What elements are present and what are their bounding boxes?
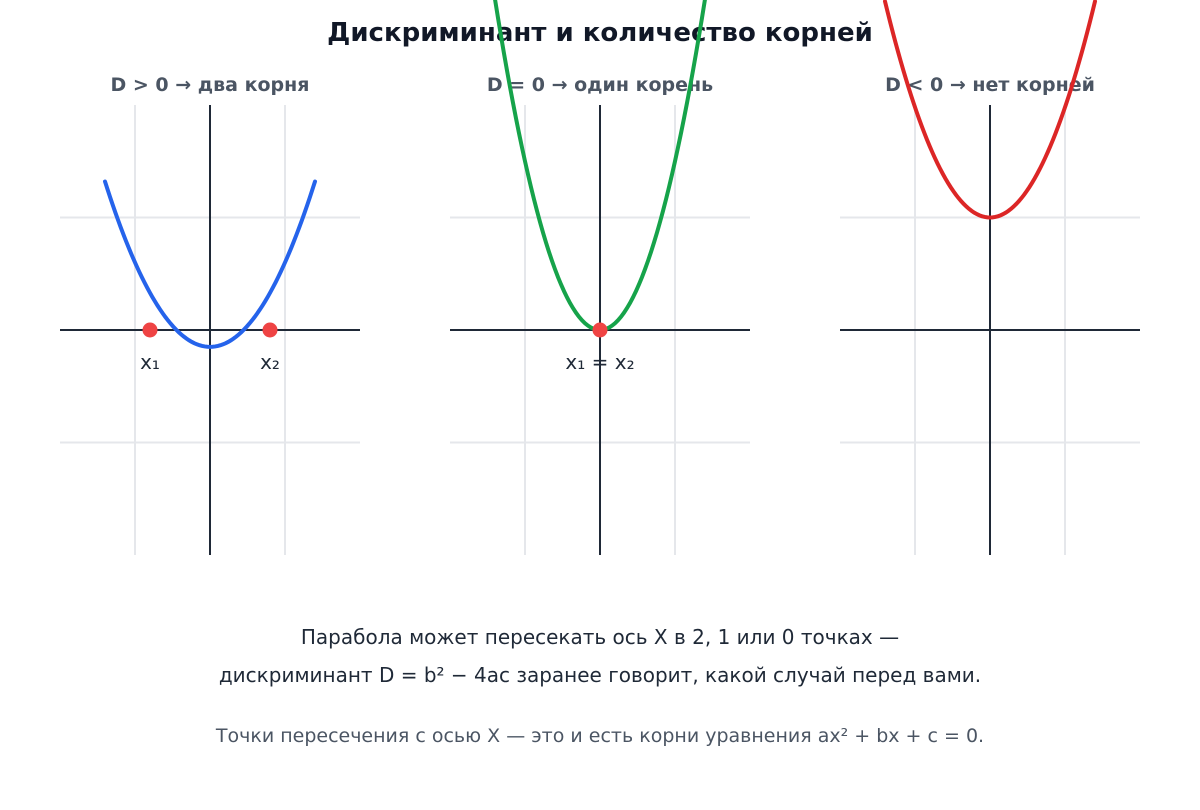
chart-two-roots: x₁ x₂ — [60, 105, 360, 555]
root-label: x₁ — [140, 350, 160, 374]
footnote: Точки пересечения с осью X — это и есть … — [215, 725, 985, 747]
panel-title-one-root: D = 0 → один корень — [486, 74, 714, 96]
root-label: x₂ — [260, 350, 280, 374]
chart-one-root: x₁ = x₂ — [450, 0, 750, 555]
panel-title-no-roots: D < 0 → нет корней — [885, 74, 1095, 96]
root-point — [262, 322, 278, 338]
parabola-curve — [883, 0, 1097, 220]
caption-line-1: Парабола может пересекать ось X в 2, 1 и… — [300, 625, 900, 649]
caption-line-2: дискриминант D = b² − 4ac заранее говори… — [218, 663, 982, 687]
root-point — [592, 322, 608, 338]
root-point — [142, 322, 158, 338]
chart-no-roots — [840, 0, 1140, 555]
parabola-curve — [103, 179, 317, 349]
page-title: Дискриминант и количество корней — [327, 18, 873, 48]
root-label: x₁ = x₂ — [565, 350, 634, 374]
panel-title-two-roots: D > 0 → два корня — [110, 74, 310, 96]
